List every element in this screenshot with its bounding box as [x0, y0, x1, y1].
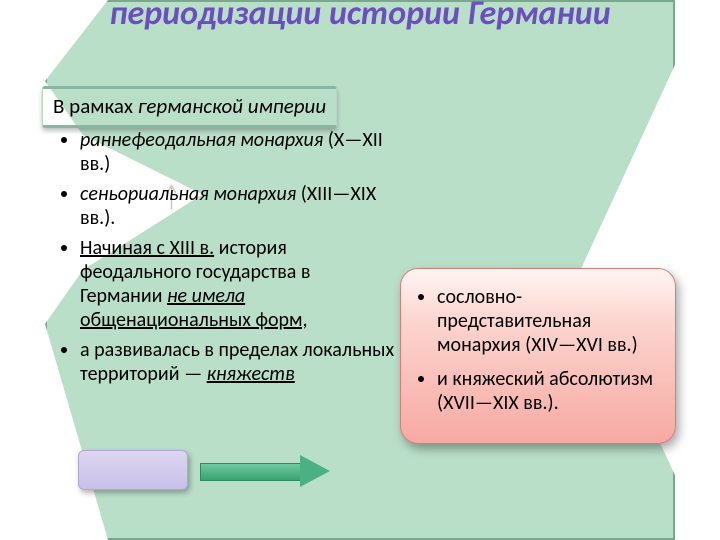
- bullet-text-italic: раннефеодальная монархия: [80, 128, 323, 152]
- bullet-text-underline: Начиная с XIII в.: [80, 236, 214, 260]
- left-bullet-list: раннефеодальная монархия (X—XII вв.) сен…: [60, 128, 395, 392]
- bullet-text: (XVII—XIX вв.).: [437, 391, 559, 415]
- bullet-text-italic-underline: не имела: [167, 284, 245, 308]
- purple-small-box: [78, 450, 188, 490]
- pink-callout-box: сословно-представительная монархия (XIV—…: [400, 268, 676, 444]
- subheading-italic: германской империи: [138, 93, 326, 119]
- right-bullet-list: сословно-представительная монархия (XIV—…: [417, 285, 663, 415]
- subheading-box: В рамках германской империи: [42, 86, 337, 128]
- subheading-prefix: В рамках: [53, 93, 138, 119]
- bullet-text: и: [437, 367, 452, 391]
- list-item: и княжеский абсолютизм (XVII—XIX вв.).: [437, 367, 663, 415]
- bullet-text-italic: сеньориальная монархия: [80, 182, 296, 206]
- bullet-text-underline: общенациональных форм,: [80, 308, 308, 332]
- arrow-shaft: [200, 463, 307, 481]
- arrow-head: [300, 455, 330, 487]
- list-item: Начиная с XIII в. история феодального го…: [80, 236, 395, 332]
- list-item: а развивалась в пределах локальных терри…: [80, 338, 395, 386]
- list-item: сословно-представительная монархия (XIV—…: [437, 285, 663, 357]
- list-item: раннефеодальная монархия (X—XII вв.): [80, 128, 395, 176]
- bullet-text-italic: княжеский абсолютизм: [452, 367, 653, 391]
- list-item: сеньориальная монархия (ХIII—ХIХ вв.).: [80, 182, 395, 230]
- bullet-text-italic-underline: княжеств: [207, 362, 295, 386]
- slide-title: периодизации истории Германии: [0, 0, 720, 33]
- bullet-text: (XIV—XVI вв.): [521, 333, 638, 357]
- right-arrow-icon: [200, 456, 335, 486]
